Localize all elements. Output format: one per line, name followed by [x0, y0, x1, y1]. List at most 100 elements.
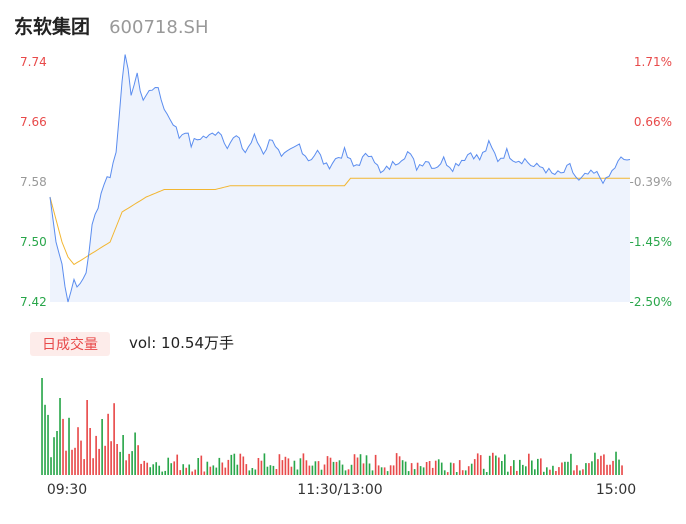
- volume-bar: [305, 460, 308, 475]
- volume-bar: [464, 470, 467, 475]
- volume-bar: [585, 463, 587, 475]
- volume-bar: [191, 471, 194, 475]
- volume-bar: [455, 472, 458, 475]
- volume-bar: [407, 471, 410, 475]
- volume-bar: [492, 452, 494, 475]
- volume-bar: [278, 454, 281, 475]
- volume-bar: [467, 466, 470, 475]
- volume-bar: [591, 461, 593, 475]
- volume-bar: [185, 467, 188, 475]
- volume-bar: [320, 469, 323, 475]
- volume-bar: [83, 459, 85, 475]
- volume-bar: [600, 455, 602, 475]
- volume-bar: [564, 461, 566, 475]
- volume-bar: [269, 465, 272, 475]
- volume-bar: [516, 470, 518, 475]
- volume-bar: [534, 469, 536, 475]
- volume-bar: [167, 457, 170, 475]
- volume-bar: [476, 453, 479, 475]
- price-axis-label: 7.50: [20, 235, 47, 249]
- volume-bar: [158, 465, 161, 475]
- volume-bar: [188, 464, 191, 475]
- price-axis-label: 7.66: [20, 115, 47, 129]
- volume-bar: [594, 452, 596, 475]
- volume-label: vol: 10.54万手: [129, 334, 234, 352]
- volume-bar: [134, 432, 136, 475]
- volume-bar: [422, 467, 425, 475]
- volume-bar: [164, 470, 167, 475]
- volume-bar: [197, 458, 200, 475]
- volume-bar: [510, 466, 512, 475]
- volume-bar: [227, 459, 230, 475]
- volume-bar: [458, 460, 461, 475]
- volume-bar: [218, 457, 221, 475]
- volume-bar: [621, 465, 623, 475]
- volume-bar: [371, 470, 374, 475]
- volume-bar: [549, 469, 551, 475]
- volume-badge: 日成交量: [30, 332, 110, 356]
- volume-bar: [245, 464, 248, 475]
- volume-bar: [338, 460, 341, 475]
- volume-bar: [434, 460, 437, 475]
- volume-bar: [65, 450, 67, 475]
- volume-bar: [413, 469, 416, 475]
- volume-bar: [404, 461, 407, 475]
- percent-axis-label: -2.50%: [630, 295, 672, 309]
- volume-bar: [56, 431, 58, 475]
- volume-bar: [392, 465, 395, 475]
- volume-bar: [615, 451, 617, 475]
- volume-bar: [353, 454, 356, 475]
- volume-bar: [362, 463, 365, 475]
- volume-bar: [128, 453, 130, 475]
- volume-bar: [47, 414, 49, 475]
- volume-bar: [137, 445, 139, 475]
- volume-bar: [155, 462, 158, 475]
- volume-bar: [44, 404, 46, 475]
- volume-bar: [170, 463, 173, 475]
- volume-bar: [344, 470, 347, 475]
- volume-bar: [140, 463, 142, 475]
- volume-bar: [561, 462, 563, 475]
- volume-bar: [389, 465, 392, 475]
- volume-bar: [272, 465, 275, 475]
- volume-bar: [77, 427, 79, 475]
- volume-bar: [573, 470, 575, 475]
- volume-bar: [176, 454, 179, 475]
- volume-bar: [80, 440, 82, 475]
- volume-bar: [50, 457, 52, 475]
- volume-bar: [254, 469, 257, 475]
- volume-bar: [89, 428, 91, 475]
- volume-bar: [206, 461, 209, 475]
- volume-bar: [570, 453, 572, 475]
- stock-name: 东软集团: [14, 16, 91, 38]
- volume-bar: [446, 472, 449, 475]
- time-axis-label: 09:30: [47, 482, 87, 498]
- stock-header: 东软集团 600718.SH: [14, 12, 209, 40]
- time-axis-label: 11:30/13:00: [297, 482, 382, 498]
- price-axis-label: 7.58: [20, 175, 47, 189]
- volume-bar: [200, 455, 203, 475]
- volume-bar: [173, 461, 176, 475]
- volume-bar: [431, 467, 434, 475]
- volume-bar: [290, 466, 293, 475]
- volume-bar: [482, 468, 485, 475]
- volume-bar: [479, 455, 482, 475]
- volume-bar: [86, 400, 88, 475]
- volume-bar: [473, 459, 476, 475]
- volume-bar: [59, 398, 61, 475]
- volume-bar: [495, 455, 497, 475]
- volume-bar: [513, 460, 515, 475]
- percent-axis-label: -0.39%: [630, 175, 672, 189]
- volume-bar: [212, 465, 215, 475]
- volume-bar: [92, 458, 94, 475]
- volume-bar: [507, 471, 509, 475]
- volume-bar: [531, 460, 533, 475]
- volume-bar: [68, 417, 70, 475]
- price-axis-label: 7.74: [20, 55, 47, 69]
- volume-bar: [74, 447, 76, 475]
- percent-axis-label: 1.71%: [634, 55, 672, 69]
- volume-bar: [308, 465, 311, 475]
- avg-price-line: [49, 177, 630, 266]
- volume-bar: [326, 456, 329, 475]
